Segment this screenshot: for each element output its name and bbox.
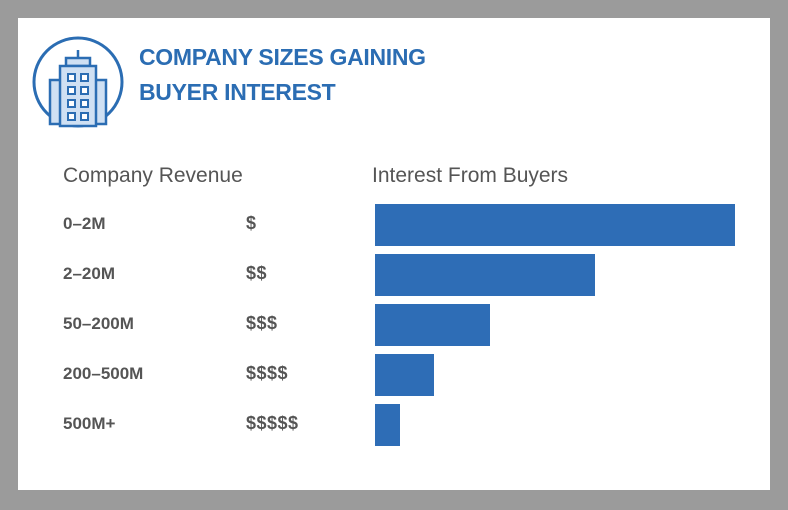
cost-label: $$ bbox=[246, 263, 268, 283]
revenue-label: 50–200M bbox=[63, 314, 134, 333]
office-building-icon bbox=[32, 36, 124, 128]
cost-label: $$$$$ bbox=[246, 413, 299, 433]
revenue-label: 200–500M bbox=[63, 364, 144, 383]
title-line-1: COMPANY SIZES GAINING bbox=[139, 44, 426, 70]
revenue-label: 2–20M bbox=[63, 264, 115, 283]
interest-bar bbox=[375, 304, 490, 346]
cost-label: $$$ bbox=[246, 313, 278, 333]
infographic-card: COMPANY SIZES GAINING BUYER INTEREST Com… bbox=[18, 18, 770, 490]
title-line-2: BUYER INTEREST bbox=[139, 79, 336, 105]
revenue-label: 0–2M bbox=[63, 214, 106, 233]
interest-bar bbox=[375, 404, 400, 446]
cost-label: $$$$ bbox=[246, 363, 289, 383]
revenue-column-header: Company Revenue bbox=[63, 164, 243, 187]
chart-title: COMPANY SIZES GAINING BUYER INTEREST bbox=[139, 40, 539, 110]
interest-bar bbox=[375, 354, 434, 396]
interest-column-header: Interest From Buyers bbox=[372, 164, 569, 187]
interest-bar bbox=[375, 254, 595, 296]
revenue-label: 500M+ bbox=[63, 414, 116, 433]
cost-label: $ bbox=[246, 213, 257, 233]
interest-bar bbox=[375, 204, 735, 246]
